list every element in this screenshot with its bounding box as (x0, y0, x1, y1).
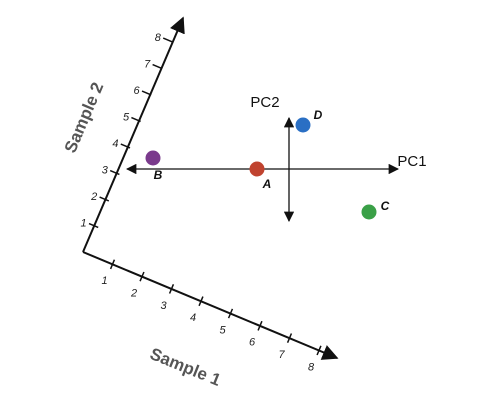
sample-point (249, 161, 265, 177)
pc1-label: PC1 (397, 153, 426, 170)
tick-label: 7 (144, 58, 151, 70)
tick-label: 3 (160, 300, 167, 312)
tick-label: 4 (190, 312, 196, 324)
tick-label: 5 (123, 111, 130, 123)
tick-label: 6 (134, 85, 141, 97)
tick-mark (139, 271, 145, 282)
point-label: B (154, 168, 163, 182)
point-label: D (314, 108, 323, 122)
tick-mark (227, 308, 234, 319)
tick-mark (99, 196, 110, 202)
tick-mark (162, 37, 173, 43)
point-label: A (262, 177, 272, 191)
tick-label: 7 (278, 349, 285, 361)
tick-mark (131, 116, 141, 123)
tick-mark (152, 63, 163, 70)
sample1-title: Sample 1 (147, 344, 223, 390)
tick-label: 4 (112, 138, 118, 150)
tick-mark (109, 259, 116, 270)
pc2-label: PC2 (250, 94, 279, 111)
tick-label: 2 (130, 288, 137, 300)
tick-mark (120, 143, 131, 149)
tick-label: 5 (219, 324, 226, 336)
tick-mark (316, 345, 322, 356)
tick-label: 2 (90, 191, 97, 203)
tick-mark (257, 320, 263, 331)
sample-point (361, 204, 377, 220)
sample2-axis (82, 16, 185, 253)
point-label: C (381, 199, 390, 213)
tick-label: 3 (102, 164, 109, 176)
tick-label: 8 (155, 32, 162, 44)
tick-mark (168, 283, 175, 294)
tick-mark (109, 169, 120, 176)
tick-label: 1 (101, 275, 107, 287)
sample2-title: Sample 2 (61, 80, 108, 156)
tick-label: 6 (249, 337, 256, 349)
sample-point (145, 150, 161, 166)
tick-label: 1 (81, 217, 87, 229)
tick-mark (286, 333, 293, 344)
tick-mark (88, 222, 99, 229)
tick-label: 8 (308, 361, 315, 373)
tick-mark (141, 90, 152, 96)
sample-point (295, 117, 311, 133)
tick-mark (198, 296, 204, 307)
sample1-axis (82, 251, 339, 360)
